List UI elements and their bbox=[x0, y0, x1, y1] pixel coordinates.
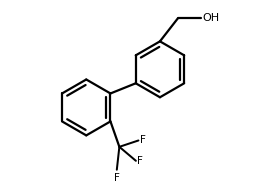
Text: F: F bbox=[137, 156, 143, 166]
Text: OH: OH bbox=[202, 13, 219, 23]
Text: F: F bbox=[114, 173, 120, 183]
Text: F: F bbox=[140, 136, 146, 146]
